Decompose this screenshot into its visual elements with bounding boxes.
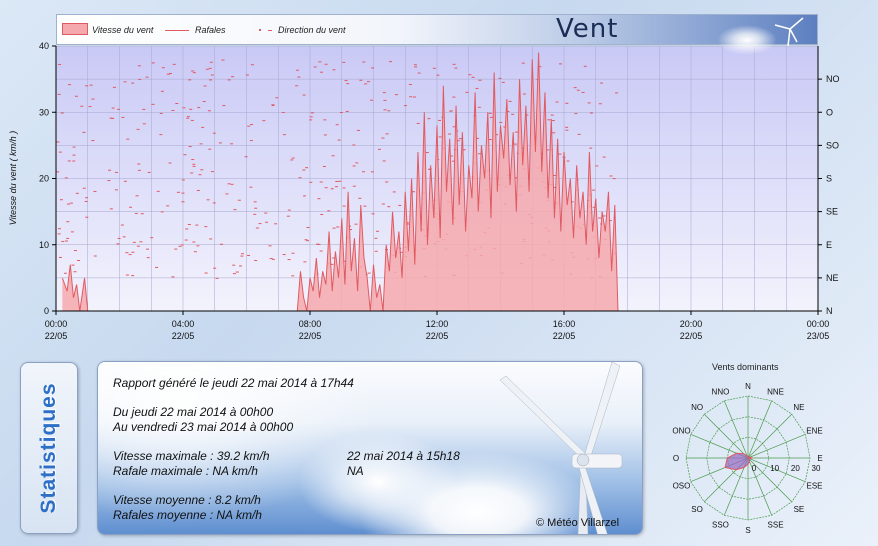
avg-gust: Rafales moyenne : NA km/h [113, 508, 262, 522]
max-speed-time: 22 mai 2014 à 15h18 [347, 449, 460, 463]
y-tick-label: 0 [44, 306, 49, 316]
rose-direction-label: SE [794, 505, 805, 514]
x-tick-date: 22/05 [680, 331, 703, 341]
right-tick-label: N [826, 306, 833, 316]
rose-radial-tick: 10 [770, 464, 779, 473]
gust-line [61, 52, 619, 312]
right-tick-label: NE [826, 273, 839, 283]
rose-direction-label: OSO [673, 482, 691, 491]
legend-swatch-area [62, 23, 88, 35]
legend-swatch-dash [268, 30, 272, 31]
statistics-tab[interactable]: Statistiques [20, 362, 78, 534]
rose-direction-label: NNO [712, 387, 730, 396]
right-tick-label: E [826, 240, 832, 250]
legend-speed: Vitesse du vent [92, 25, 154, 35]
legend-gust: Rafales [195, 25, 226, 35]
x-tick-time: 12:00 [426, 319, 449, 329]
wind-rose: N NNE NE ENE E ESE SE SSE S SSO SO OSO O ONO NO NNO 0 10 2… [672, 382, 823, 535]
right-tick-label: SO [826, 140, 839, 150]
right-tick-label: SE [826, 207, 838, 217]
rose-direction-label: ESE [807, 482, 823, 491]
y-tick-label: 40 [39, 41, 49, 51]
statistics-report: Rapport généré le jeudi 22 mai 2014 à 17… [97, 361, 643, 535]
rose-direction-label: SSO [712, 521, 729, 530]
x-tick-date: 22/05 [172, 331, 195, 341]
max-gust: Rafale maximale : NA km/h [113, 464, 258, 478]
rose-direction-label: N [745, 382, 751, 391]
rose-radial-tick: 30 [812, 464, 821, 473]
x-tick-time: 20:00 [680, 319, 703, 329]
x-tick-time: 08:00 [299, 319, 322, 329]
y-tick-label: 30 [39, 107, 49, 117]
right-tick-label: S [826, 174, 832, 184]
rose-direction-label: SSE [768, 521, 784, 530]
y-tick-label: 10 [39, 240, 49, 250]
right-tick-label: NO [826, 74, 840, 84]
right-tick-label: O [826, 107, 833, 117]
legend-swatch-dot [259, 29, 261, 31]
rose-direction-label: S [745, 526, 750, 535]
rose-radial-tick: 0 [752, 464, 757, 473]
rose-direction-label: E [817, 454, 822, 463]
legend-swatch-line [165, 30, 189, 31]
sun-glare [717, 25, 777, 55]
period-from: Du jeudi 22 mai 2014 à 00h00 [113, 405, 274, 419]
x-tick-time: 00:00 [45, 319, 68, 329]
rose-direction-label: NE [793, 403, 804, 412]
max-gust-time: NA [347, 464, 364, 478]
x-tick-time: 04:00 [172, 319, 195, 329]
legend-direction: Direction du vent [278, 25, 346, 35]
rose-title: Vents dominants [712, 362, 779, 372]
rose-polygon [724, 452, 754, 471]
copyright: © Météo Villarzel [536, 517, 620, 529]
wind-chart: 0 10 20 30 40 00:00 22/05 04:00 22/05 08:00 22/05… [8, 41, 840, 341]
chart-header: Vitesse du vent Rafales Direction du ven… [56, 14, 818, 55]
y-tick-label: 20 [39, 174, 49, 184]
wind-speed-area [62, 52, 618, 311]
wind-turbine-icon [499, 362, 623, 534]
rose-direction-label: SO [691, 505, 703, 514]
rose-direction-label: O [673, 454, 679, 463]
rose-direction-label: ENE [806, 426, 822, 435]
rose-direction-label: NNE [767, 387, 784, 396]
page-title: Vent [556, 14, 619, 44]
rose-radial-tick: 20 [791, 464, 800, 473]
x-tick-time: 16:00 [553, 319, 576, 329]
max-speed: Vitesse maximale : 39.2 km/h [113, 449, 270, 463]
rose-direction-label: ONO [672, 426, 690, 435]
y-axis-label: Vitesse du vent ( km/h ) [8, 131, 18, 225]
x-tick-date: 22/05 [299, 331, 322, 341]
period-to: Au vendredi 23 mai 2014 à 00h00 [113, 420, 294, 434]
statistics-tab-label: Statistiques [37, 382, 60, 514]
x-tick-date: 22/05 [426, 331, 449, 341]
sky-background [98, 362, 642, 534]
x-tick-date: 22/05 [45, 331, 68, 341]
x-tick-date: 22/05 [553, 331, 576, 341]
avg-speed: Vitesse moyenne : 8.2 km/h [113, 493, 261, 507]
report-generated: Rapport généré le jeudi 22 mai 2014 à 17… [113, 376, 354, 390]
x-tick-date: 23/05 [807, 331, 830, 341]
rose-direction-label: NO [691, 403, 703, 412]
x-tick-time: 00:00 [807, 319, 830, 329]
turbine-logo-icon [774, 17, 804, 46]
